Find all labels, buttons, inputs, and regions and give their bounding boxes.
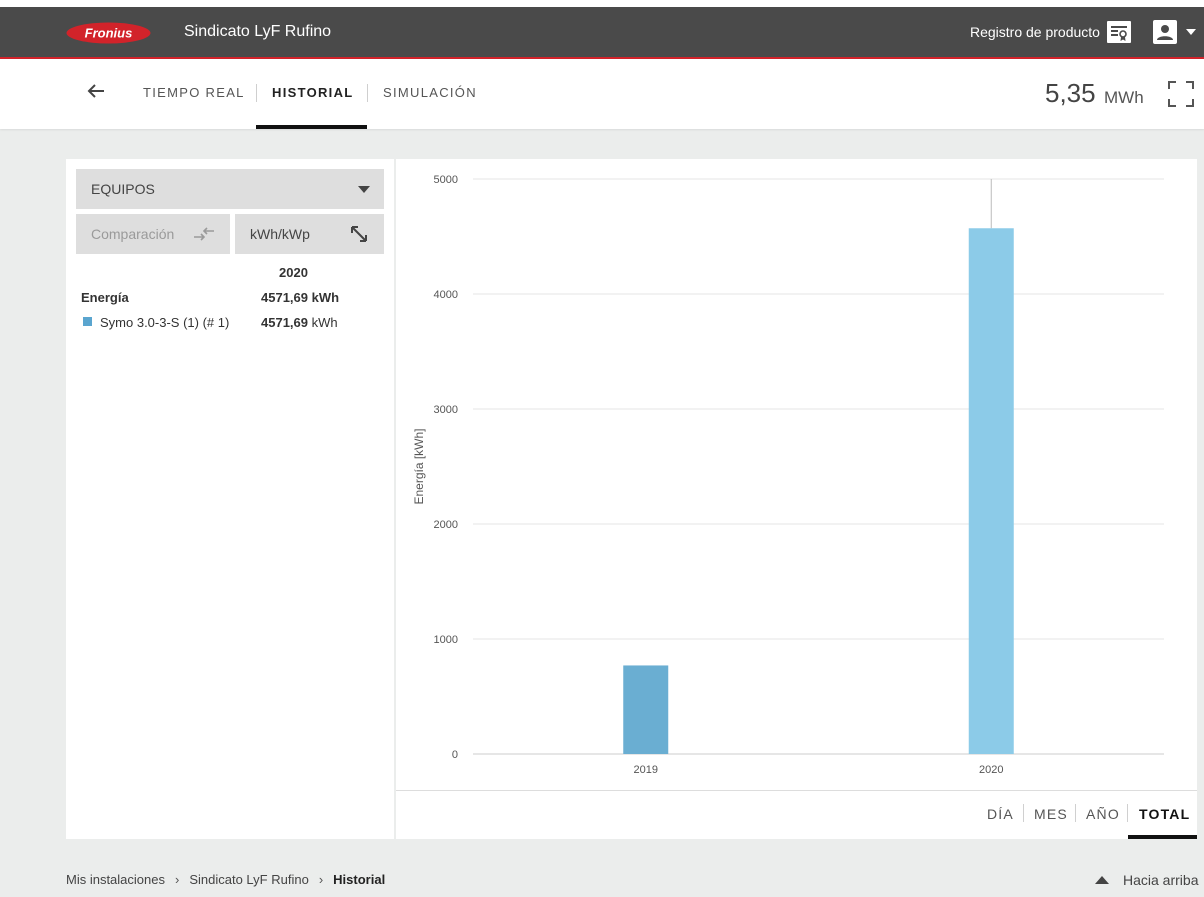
top-strip [0, 0, 1204, 7]
y-tick-label: 0 [452, 749, 458, 761]
logo-text: Fronius [85, 26, 133, 41]
device-value: 4571,69 [261, 315, 308, 330]
x-tick-label: 2020 [979, 764, 1003, 776]
comparison-button-label: Comparación [91, 226, 175, 242]
y-axis-label: Energía [kWh] [412, 428, 426, 504]
y-tick-label: 5000 [434, 174, 458, 186]
breadcrumb-site[interactable]: Sindicato LyF Rufino [189, 872, 309, 887]
device-row-value: 4571,69 kWh [261, 315, 338, 331]
caret-up-icon[interactable] [1095, 876, 1109, 884]
tab-separator [256, 84, 257, 102]
period-ano-button[interactable]: AÑO [1086, 806, 1120, 822]
chart-panel: 0 1000 2000 3000 4000 5000 Energía [kWh] 2019 20… [396, 159, 1197, 839]
diagonal-expand-icon [351, 226, 367, 242]
fullscreen-icon[interactable] [1168, 81, 1194, 107]
sub-navigation: TIEMPO REAL HISTORIAL SIMULACIÓN 5,35 MW… [0, 59, 1204, 129]
tab-historial[interactable]: HISTORIAL [272, 85, 354, 100]
tab-tiempo-real[interactable]: TIEMPO REAL [143, 85, 245, 100]
device-row-label[interactable]: Symo 3.0-3-S (1) (# 1) [100, 315, 230, 330]
breadcrumb-separator: › [318, 872, 324, 887]
user-account-icon[interactable] [1153, 20, 1177, 44]
energy-value: 4571,69 [261, 290, 308, 305]
period-total-button[interactable]: TOTAL [1139, 806, 1191, 822]
device-unit: kWh [311, 315, 338, 330]
y-tick-label: 2000 [434, 519, 458, 531]
x-tick-label: 2019 [634, 764, 658, 776]
comparison-button[interactable]: Comparación [76, 214, 230, 254]
chevron-down-icon [358, 186, 370, 193]
sidebar-panel: EQUIPOS Comparación kWh/kWp 2020 Energía… [66, 159, 394, 839]
period-dia-button[interactable]: DÍA [987, 806, 1014, 822]
summary-year-header: 2020 [279, 265, 308, 280]
user-menu-caret-icon[interactable] [1186, 29, 1196, 35]
back-arrow-icon[interactable] [86, 81, 106, 101]
energy-unit: kWh [311, 290, 340, 305]
period-separator [1075, 804, 1076, 822]
back-to-top-link[interactable]: Hacia arriba [1123, 872, 1199, 888]
breadcrumb-mis-instalaciones[interactable]: Mis instalaciones [66, 872, 165, 887]
y-tick-label: 1000 [434, 634, 458, 646]
energy-row-label: Energía [81, 290, 129, 305]
bar-2019 [623, 665, 669, 754]
bar-2020 [968, 228, 1014, 755]
tab-separator [367, 84, 368, 102]
active-tab-indicator [256, 125, 367, 129]
devices-dropdown-label: EQUIPOS [91, 181, 155, 197]
period-mes-button[interactable]: MES [1034, 806, 1068, 822]
normalize-kwh-kwp-button[interactable]: kWh/kWp [235, 214, 384, 254]
breadcrumb: Mis instalaciones › Sindicato LyF Rufino › H… [66, 872, 385, 888]
header-accent-line [0, 57, 1204, 59]
normalize-button-label: kWh/kWp [250, 226, 310, 242]
tab-simulacion[interactable]: SIMULACIÓN [383, 85, 477, 100]
app-header: Fronius Sindicato LyF Rufino Registro de… [0, 7, 1204, 57]
devices-dropdown[interactable]: EQUIPOS [76, 169, 384, 209]
breadcrumb-separator: › [175, 872, 180, 887]
energy-row-value: 4571,69 kWh [261, 290, 339, 306]
compare-arrows-icon [194, 227, 214, 241]
chart-divider [396, 790, 1197, 791]
device-color-swatch [83, 317, 92, 326]
total-energy-value: 5,35 [1045, 78, 1096, 108]
energy-bar-chart: 0 1000 2000 3000 4000 5000 Energía [kWh] 2019 20… [412, 174, 1164, 776]
product-registration-icon[interactable] [1107, 21, 1131, 43]
breadcrumb-current: Historial [333, 872, 386, 887]
site-title[interactable]: Sindicato LyF Rufino [184, 23, 332, 40]
y-tick-label: 3000 [434, 404, 458, 416]
fronius-logo[interactable]: Fronius [66, 22, 151, 44]
period-separator [1127, 804, 1128, 822]
active-period-indicator [1128, 835, 1197, 839]
total-energy-unit: MWh [1104, 88, 1144, 107]
period-separator [1023, 804, 1024, 822]
product-registration-link[interactable]: Registro de producto [970, 24, 1100, 40]
y-tick-label: 4000 [434, 289, 458, 301]
